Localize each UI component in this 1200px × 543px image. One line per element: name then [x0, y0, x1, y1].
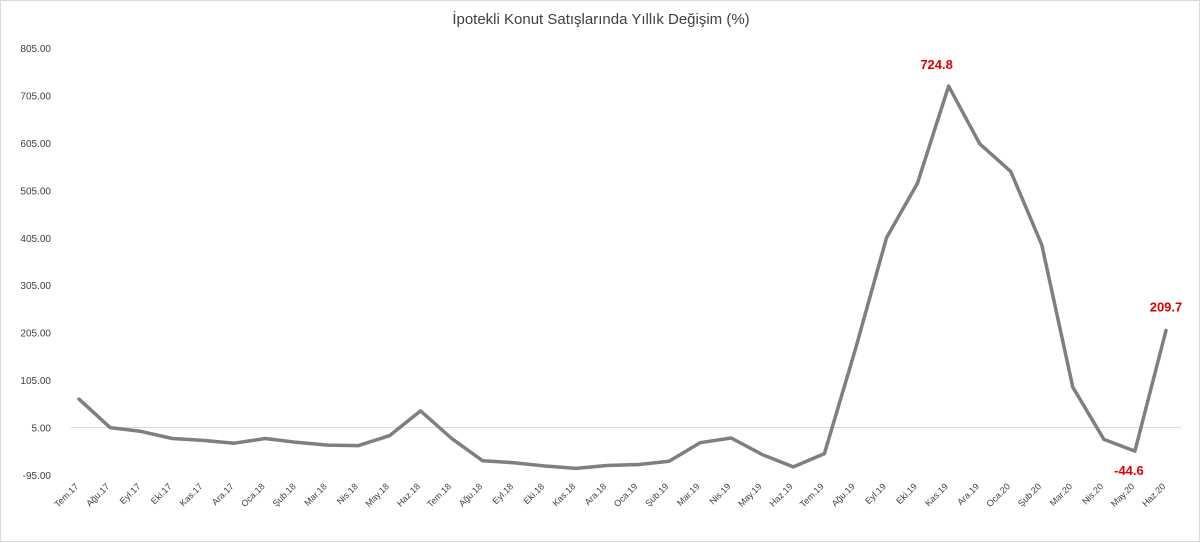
y-tick-label: 5.00 — [32, 424, 52, 435]
data-label: 209.7 — [1150, 299, 1183, 314]
x-tick-label: May.19 — [736, 481, 763, 508]
y-tick-label: 805.00 — [20, 44, 51, 55]
data-point — [170, 437, 174, 440]
x-tick-label: Oca.20 — [985, 481, 1013, 509]
x-tick-label: Kas.18 — [550, 481, 577, 508]
data-point — [885, 236, 888, 239]
data-point — [978, 142, 981, 146]
x-tick-label: Mar.18 — [302, 481, 329, 508]
x-tick-label: Ağu.17 — [84, 481, 111, 508]
data-point — [730, 436, 733, 440]
x-tick-label: Oca.18 — [239, 481, 267, 509]
x-tick-label: Mar.20 — [1048, 481, 1075, 508]
x-tick-label: Kas.17 — [178, 481, 205, 508]
x-tick-label: Nis.18 — [335, 481, 360, 506]
data-point — [543, 464, 547, 468]
x-tick-label: Eki.18 — [522, 481, 547, 506]
y-tick-label: 605.00 — [20, 139, 51, 150]
x-tick-label: Şub.19 — [643, 481, 670, 508]
x-tick-label: Oca.19 — [612, 481, 640, 509]
x-tick-label: Haz.20 — [1140, 481, 1167, 508]
data-point — [77, 397, 81, 401]
x-tick-label: Şub.20 — [1016, 481, 1043, 508]
x-tick-label: Ara.19 — [955, 481, 981, 507]
data-point — [139, 430, 143, 433]
data-point — [295, 441, 298, 444]
y-tick-label: 405.00 — [20, 234, 51, 245]
x-tick-label: Tem.18 — [425, 481, 453, 509]
y-tick-label: 705.00 — [20, 91, 51, 102]
data-point — [1009, 170, 1012, 173]
data-point — [419, 409, 422, 413]
data-point — [823, 452, 826, 455]
x-tick-label: Kas.19 — [923, 481, 950, 508]
data-point — [357, 444, 360, 447]
x-tick-label: Tem.19 — [798, 481, 826, 509]
data-point — [1040, 243, 1043, 247]
data-point — [947, 84, 950, 88]
x-tick-label: Mar.19 — [675, 481, 702, 508]
data-point — [264, 437, 267, 440]
data-point — [636, 463, 640, 466]
data-point — [761, 453, 764, 456]
data-point — [512, 461, 515, 464]
y-tick-label: 105.00 — [20, 376, 51, 387]
data-point — [916, 182, 919, 185]
x-tick-label: Haz.18 — [395, 481, 422, 508]
y-tick-label: 305.00 — [20, 281, 51, 292]
x-tick-label: May.18 — [364, 481, 391, 508]
data-point — [481, 459, 484, 462]
data-point — [667, 460, 671, 463]
data-point — [108, 426, 112, 429]
series-line — [77, 84, 1168, 471]
x-tick-label: Eyl.17 — [118, 481, 143, 506]
x-tick-label: Nis.19 — [708, 481, 733, 506]
data-point — [698, 441, 702, 444]
x-tick-label: Ağu.18 — [457, 481, 484, 508]
data-point — [1164, 329, 1168, 332]
data-point — [1071, 386, 1075, 389]
data-label: 724.8 — [920, 57, 953, 72]
y-tick-label: 205.00 — [20, 329, 51, 340]
data-point — [202, 439, 205, 442]
data-point — [1102, 438, 1106, 441]
x-tick-label: Eyl.19 — [863, 481, 888, 506]
data-point — [1133, 449, 1137, 453]
x-tick-label: May.20 — [1109, 481, 1136, 508]
x-tick-label: Eki.17 — [149, 481, 174, 506]
y-tick-label: 505.00 — [20, 186, 51, 197]
data-point — [450, 437, 453, 440]
data-point — [326, 443, 329, 447]
data-label: -44.6 — [1114, 463, 1144, 478]
data-point — [854, 348, 857, 351]
x-tick-label: Eyl.18 — [490, 481, 515, 506]
x-tick-label: Ara.17 — [210, 481, 236, 507]
x-tick-label: Ara.18 — [583, 481, 609, 507]
data-point — [605, 464, 609, 467]
data-point — [574, 467, 578, 470]
y-tick-label: -95.00 — [23, 471, 52, 482]
data-point — [233, 442, 236, 445]
x-tick-label: Haz.19 — [767, 481, 794, 508]
x-tick-label: Tem.17 — [52, 481, 80, 509]
data-point — [388, 434, 391, 437]
x-tick-label: Eki.19 — [894, 481, 919, 506]
chart-title: İpotekli Konut Satışlarında Yıllık Değiş… — [452, 11, 750, 28]
data-point — [792, 465, 795, 469]
x-tick-label: Nis.20 — [1080, 481, 1105, 506]
x-tick-label: Şub.18 — [271, 481, 298, 508]
x-tick-label: Ağu.19 — [830, 481, 857, 508]
